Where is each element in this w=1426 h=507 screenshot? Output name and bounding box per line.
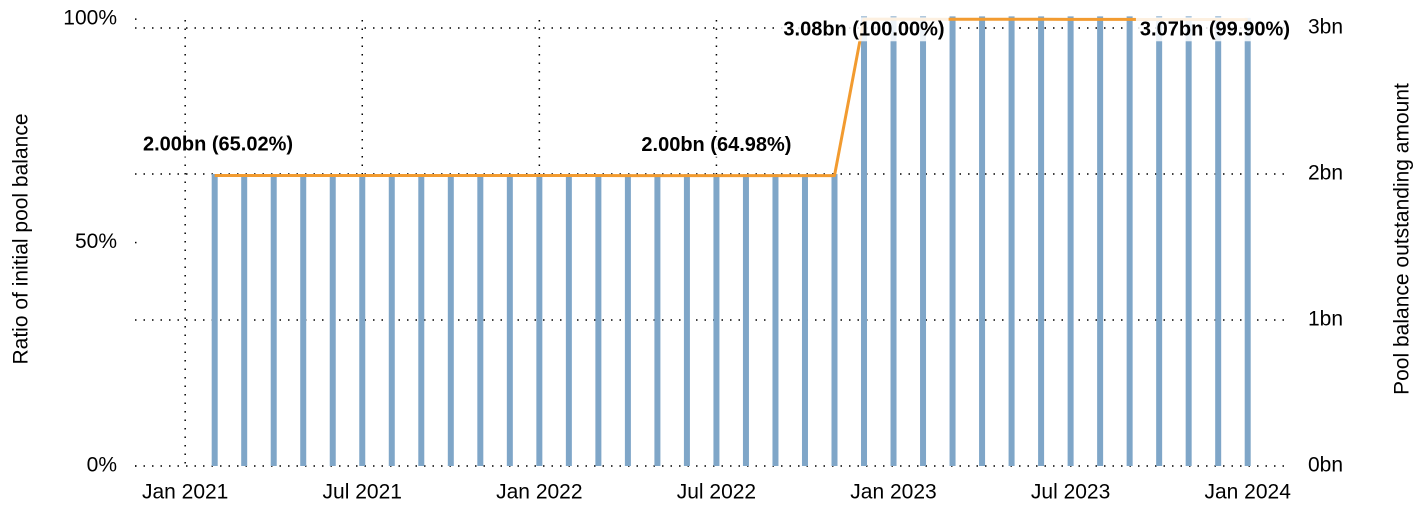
annotation: 3.07bn (99.90%) bbox=[1140, 18, 1290, 40]
bar bbox=[418, 174, 425, 467]
x-tick-label: Jul 2022 bbox=[677, 481, 756, 504]
x-tick-label: Jan 2024 bbox=[1204, 481, 1291, 504]
annotation: 2.00bn (64.98%) bbox=[641, 134, 791, 156]
x-tick-label: Jul 2023 bbox=[1031, 481, 1110, 504]
bar bbox=[477, 174, 484, 467]
y-axis-label: Ratio of initial pool balance bbox=[10, 114, 33, 365]
annotation: 2.00bn (65.02%) bbox=[143, 134, 293, 156]
y-tick-label: 0% bbox=[87, 454, 117, 477]
x-tick-label: Jan 2022 bbox=[496, 481, 582, 504]
bar bbox=[890, 16, 897, 466]
bar bbox=[831, 174, 838, 467]
bar bbox=[713, 174, 720, 467]
bar bbox=[949, 16, 956, 466]
bar bbox=[536, 174, 543, 467]
y2-axis-label: Pool balance outstanding amount bbox=[1391, 83, 1414, 395]
bar bbox=[359, 174, 366, 467]
bar bbox=[742, 174, 749, 467]
bar bbox=[1156, 16, 1163, 466]
annotation-background bbox=[1135, 17, 1294, 42]
bar bbox=[772, 174, 779, 467]
annotation-background bbox=[138, 132, 298, 157]
y2-tick-label: 3bn bbox=[1308, 16, 1343, 39]
y2-tick-label: 0bn bbox=[1308, 454, 1343, 477]
bar bbox=[654, 174, 661, 467]
bar bbox=[241, 174, 248, 467]
y2-tick-label: 2bn bbox=[1308, 162, 1343, 185]
bar bbox=[1097, 16, 1104, 466]
bar bbox=[447, 174, 454, 467]
bar bbox=[1126, 16, 1133, 466]
bar bbox=[979, 16, 986, 466]
x-tick-label: Jan 2021 bbox=[142, 481, 228, 504]
bar bbox=[801, 174, 808, 467]
annotation-background bbox=[637, 132, 796, 157]
bar bbox=[861, 16, 868, 466]
bar bbox=[300, 174, 307, 467]
x-tick-label: Jan 2023 bbox=[850, 481, 936, 504]
bar bbox=[1244, 17, 1251, 466]
bar bbox=[624, 174, 631, 467]
bar bbox=[920, 16, 927, 466]
bar bbox=[1008, 16, 1015, 466]
x-tick-label: Jul 2021 bbox=[323, 481, 402, 504]
y-tick-label: 50% bbox=[75, 230, 117, 253]
y-tick-label: 100% bbox=[63, 7, 117, 30]
bar bbox=[595, 174, 602, 467]
y2-tick-label: 1bn bbox=[1308, 308, 1343, 331]
annotation-background bbox=[779, 17, 949, 42]
bar bbox=[1038, 16, 1045, 466]
bar bbox=[506, 174, 513, 467]
annotation: 3.08bn (100.00%) bbox=[783, 18, 944, 40]
line bbox=[214, 17, 1248, 178]
bar bbox=[388, 174, 395, 467]
bar bbox=[1067, 16, 1074, 466]
bar bbox=[211, 174, 218, 467]
bar bbox=[683, 174, 690, 467]
bar bbox=[1185, 16, 1192, 466]
bar bbox=[270, 174, 277, 467]
bar bbox=[1215, 16, 1222, 466]
bar bbox=[329, 174, 336, 467]
bar bbox=[565, 174, 572, 467]
